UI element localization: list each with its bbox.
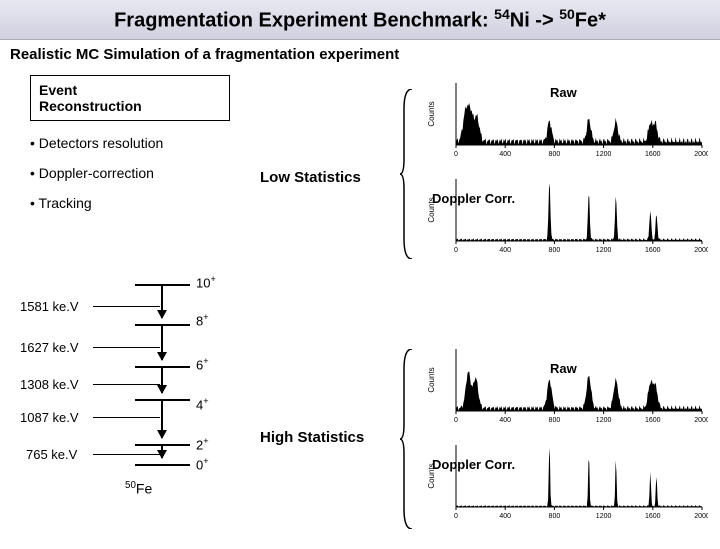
- chart-raw-low-label: Raw: [550, 85, 577, 100]
- event-box-line1: Event: [39, 82, 221, 98]
- bullet-tracking: • Tracking: [30, 195, 230, 211]
- event-reconstruction-box: Event Reconstruction: [30, 75, 230, 121]
- arrow-2-0: [161, 446, 163, 458]
- arrow-8-6: [161, 326, 163, 360]
- svg-text:2000: 2000: [694, 247, 708, 254]
- page-title: Fragmentation Experiment Benchmark: 54Ni…: [0, 0, 720, 40]
- svg-text:1200: 1200: [596, 247, 612, 254]
- chart-dopp-low: 0400800120016002000Counts: [426, 175, 708, 257]
- svg-text:0: 0: [454, 247, 458, 254]
- bullet-list: • Detectors resolution • Doppler-correct…: [30, 131, 230, 215]
- energy-1087: 1087 ke.V: [20, 410, 79, 425]
- energy-1581: 1581 ke.V: [20, 299, 79, 314]
- subtitle: Realistic MC Simulation of a fragmentati…: [0, 40, 720, 69]
- svg-text:1600: 1600: [645, 151, 661, 158]
- level-scheme: 10+ 8+ 6+ 4+ 2+ 0+ 1581 ke.V 1627 ke.V 1…: [20, 284, 250, 534]
- svg-text:1600: 1600: [645, 247, 661, 254]
- svg-text:1600: 1600: [645, 417, 661, 424]
- tick-1308: [93, 384, 160, 385]
- arrow-10-8: [161, 286, 163, 318]
- spin-4: 4+: [196, 396, 209, 412]
- chart-dopp-high-label: Doppler Corr.: [432, 457, 515, 472]
- level-0: [135, 464, 190, 466]
- bullet-doppler: • Doppler-correction: [30, 165, 230, 181]
- svg-text:800: 800: [549, 513, 561, 520]
- chart-dopp-high: 0400800120016002000Counts: [426, 441, 708, 523]
- chart-dopp-low-label: Doppler Corr.: [432, 191, 515, 206]
- high-statistics-label: High Statistics: [260, 429, 364, 446]
- svg-text:800: 800: [549, 247, 561, 254]
- svg-text:400: 400: [499, 247, 511, 254]
- svg-text:0: 0: [454, 417, 458, 424]
- tick-1627: [93, 347, 160, 348]
- title-sup2: 50: [559, 6, 575, 22]
- spin-0: 0+: [196, 456, 209, 472]
- spin-10: 10+: [196, 274, 216, 290]
- svg-text:1600: 1600: [645, 513, 661, 520]
- svg-text:800: 800: [549, 417, 561, 424]
- spin-2: 2+: [196, 436, 209, 452]
- svg-text:400: 400: [499, 417, 511, 424]
- svg-text:1200: 1200: [596, 513, 612, 520]
- title-sup1: 54: [494, 6, 510, 22]
- chart-raw-high: 0 400 800 1200 1600 2000 Counts: [426, 345, 708, 427]
- bullet-detectors: • Detectors resolution: [30, 135, 230, 151]
- svg-text:1200: 1200: [596, 417, 612, 424]
- energy-1627: 1627 ke.V: [20, 340, 79, 355]
- svg-text:Counts: Counts: [427, 367, 436, 392]
- arrow-6-4: [161, 368, 163, 393]
- spin-6: 6+: [196, 356, 209, 372]
- title-mid: Ni ->: [510, 10, 559, 32]
- spin-8: 8+: [196, 312, 209, 328]
- low-statistics-label: Low Statistics: [260, 169, 361, 186]
- svg-text:Counts: Counts: [427, 101, 436, 126]
- svg-text:800: 800: [549, 151, 561, 158]
- tick-1581: [93, 306, 160, 307]
- event-box-line2: Reconstruction: [39, 98, 221, 114]
- chart-raw-high-label: Raw: [550, 361, 577, 376]
- tick-1087: [93, 417, 160, 418]
- energy-1308: 1308 ke.V: [20, 377, 79, 392]
- svg-text:400: 400: [499, 151, 511, 158]
- svg-text:0: 0: [454, 513, 458, 520]
- tick-765: [93, 454, 160, 455]
- svg-text:0: 0: [454, 151, 458, 158]
- nuclide-label: 50Fe: [125, 480, 152, 497]
- title-tail: Fe*: [575, 10, 606, 32]
- svg-text:1200: 1200: [596, 151, 612, 158]
- arrow-4-2: [161, 401, 163, 438]
- energy-765: 765 ke.V: [26, 447, 77, 462]
- content-area: Event Reconstruction • Detectors resolut…: [0, 69, 720, 549]
- svg-text:2000: 2000: [694, 417, 708, 424]
- svg-text:2000: 2000: [694, 151, 708, 158]
- svg-text:400: 400: [499, 513, 511, 520]
- brace-upper: [400, 89, 414, 259]
- svg-text:2000: 2000: [694, 513, 708, 520]
- title-prefix: Fragmentation Experiment Benchmark:: [114, 10, 494, 32]
- brace-lower: [400, 349, 414, 529]
